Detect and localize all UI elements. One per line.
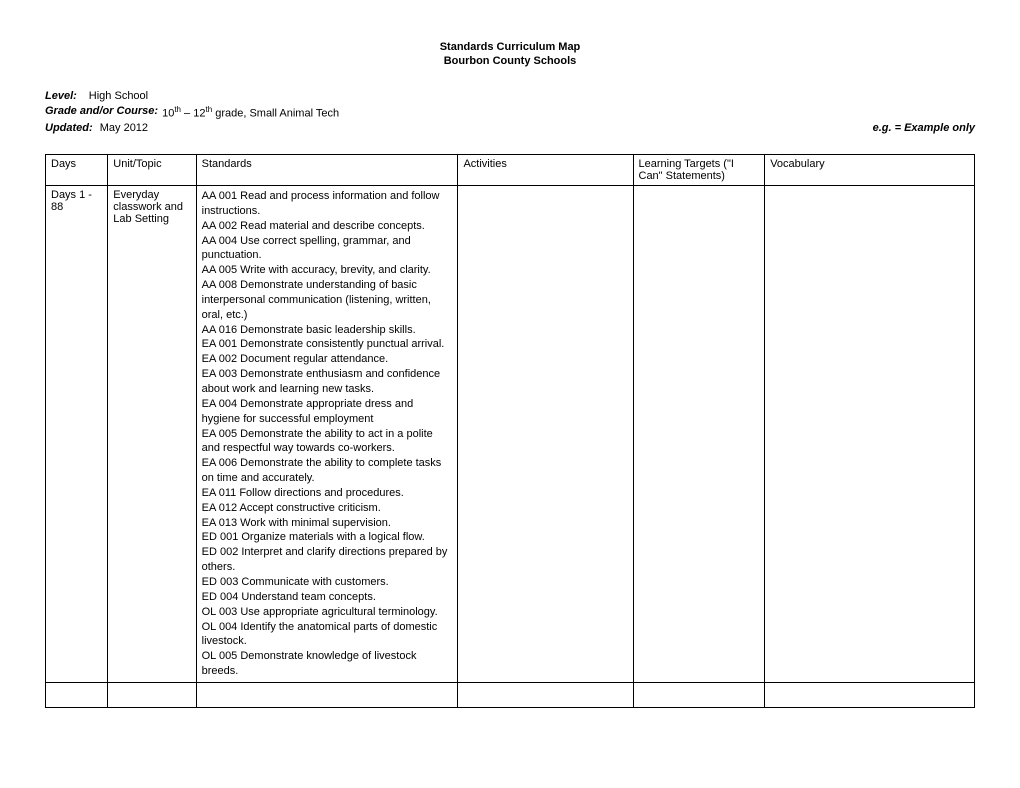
standard-line: EA 003 Demonstrate enthusiasm and confid… [202, 367, 453, 397]
spacer-cell [46, 682, 108, 707]
grade-prefix: 10 [162, 108, 174, 120]
header-unit: Unit/Topic [108, 155, 196, 186]
level-label: Level: [45, 89, 77, 104]
standard-line: AA 008 Demonstrate understanding of basi… [202, 278, 453, 323]
meta-grade-row: Grade and/or Course: 10th – 12th grade, … [45, 104, 975, 122]
header-standards: Standards [196, 155, 458, 186]
standard-line: EA 011 Follow directions and procedures. [202, 486, 453, 501]
standard-line: EA 001 Demonstrate consistently punctual… [202, 337, 453, 352]
grade-suffix: grade, Small Animal Tech [212, 108, 339, 120]
grade-label: Grade and/or Course: [45, 104, 158, 122]
example-note: e.g. = Example only [873, 122, 975, 134]
cell-unit: Everyday classwork and Lab Setting [108, 186, 196, 683]
updated-label: Updated: [45, 122, 93, 134]
header-activities: Activities [458, 155, 633, 186]
standard-line: ED 002 Interpret and clarify directions … [202, 545, 453, 575]
standard-line: OL 005 Demonstrate knowledge of livestoc… [202, 649, 453, 679]
standard-line: EA 006 Demonstrate the ability to comple… [202, 456, 453, 486]
spacer-cell [108, 682, 196, 707]
grade-value: 10th – 12th grade, Small Animal Tech [162, 104, 339, 122]
table-spacer-row [46, 682, 975, 707]
header-vocab: Vocabulary [765, 155, 975, 186]
spacer-cell [458, 682, 633, 707]
standard-line: AA 005 Write with accuracy, brevity, and… [202, 263, 453, 278]
standard-line: ED 003 Communicate with customers. [202, 575, 453, 590]
spacer-cell [765, 682, 975, 707]
grade-sup-1: th [174, 105, 181, 114]
standard-line: AA 016 Demonstrate basic leadership skil… [202, 323, 453, 338]
spacer-cell [196, 682, 458, 707]
cell-targets [633, 186, 765, 683]
cell-activities [458, 186, 633, 683]
standard-line: EA 002 Document regular attendance. [202, 352, 453, 367]
cell-vocab [765, 186, 975, 683]
title-line-2: Bourbon County Schools [45, 54, 975, 68]
standard-line: EA 013 Work with minimal supervision. [202, 516, 453, 531]
standard-line: OL 004 Identify the anatomical parts of … [202, 620, 453, 650]
document-meta-block: Level: High School Grade and/or Course: … [45, 89, 975, 134]
header-days: Days [46, 155, 108, 186]
meta-level-row: Level: High School [45, 89, 975, 104]
standard-line: ED 004 Understand team concepts. [202, 590, 453, 605]
curriculum-table: Days Unit/Topic Standards Activities Lea… [45, 154, 975, 708]
title-line-1: Standards Curriculum Map [45, 40, 975, 54]
document-title-block: Standards Curriculum Map Bourbon County … [45, 40, 975, 69]
updated-value: May 2012 [100, 122, 148, 134]
level-value: High School [89, 89, 148, 104]
standard-line: AA 004 Use correct spelling, grammar, an… [202, 234, 453, 264]
standard-line: OL 003 Use appropriate agricultural term… [202, 605, 453, 620]
standard-line: ED 001 Organize materials with a logical… [202, 530, 453, 545]
standard-line: EA 012 Accept constructive criticism. [202, 501, 453, 516]
table-row: Days 1 - 88 Everyday classwork and Lab S… [46, 186, 975, 683]
header-targets: Learning Targets ("I Can" Statements) [633, 155, 765, 186]
cell-standards: AA 001 Read and process information and … [196, 186, 458, 683]
grade-mid: – 12 [181, 108, 205, 120]
standard-line: EA 004 Demonstrate appropriate dress and… [202, 397, 453, 427]
table-header-row: Days Unit/Topic Standards Activities Lea… [46, 155, 975, 186]
standard-line: EA 005 Demonstrate the ability to act in… [202, 427, 453, 457]
standard-line: AA 002 Read material and describe concep… [202, 219, 453, 234]
meta-updated-row: Updated: May 2012 e.g. = Example only [45, 122, 975, 134]
spacer-cell [633, 682, 765, 707]
standard-line: AA 001 Read and process information and … [202, 189, 453, 219]
cell-days: Days 1 - 88 [46, 186, 108, 683]
